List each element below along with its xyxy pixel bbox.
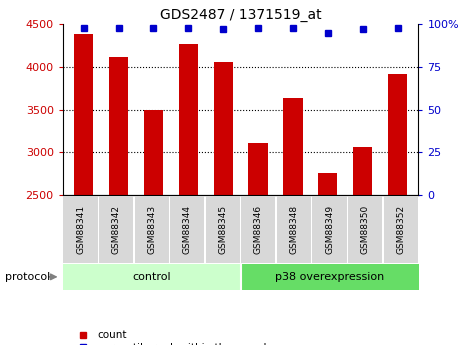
Text: GSM88346: GSM88346 bbox=[254, 205, 263, 254]
Bar bbox=[135, 196, 169, 263]
Bar bbox=[241, 264, 418, 290]
Text: GSM88343: GSM88343 bbox=[147, 205, 156, 254]
Bar bbox=[312, 196, 346, 263]
Bar bbox=[74, 34, 93, 195]
Bar bbox=[283, 98, 303, 195]
Text: GSM88344: GSM88344 bbox=[183, 205, 192, 254]
Bar bbox=[348, 196, 382, 263]
Bar bbox=[63, 264, 241, 290]
Bar bbox=[144, 110, 163, 195]
Bar bbox=[213, 62, 233, 195]
Bar bbox=[388, 74, 407, 195]
Text: protocol: protocol bbox=[5, 272, 50, 282]
Bar bbox=[64, 196, 98, 263]
Bar bbox=[99, 196, 133, 263]
Text: GSM88350: GSM88350 bbox=[361, 205, 370, 254]
Bar bbox=[206, 196, 240, 263]
Text: GSM88352: GSM88352 bbox=[396, 205, 405, 254]
Text: GSM88348: GSM88348 bbox=[290, 205, 299, 254]
Bar bbox=[318, 173, 338, 195]
Text: GSM88349: GSM88349 bbox=[325, 205, 334, 254]
Bar bbox=[248, 143, 268, 195]
Bar bbox=[109, 57, 128, 195]
Bar bbox=[179, 44, 198, 195]
Bar bbox=[277, 196, 311, 263]
Legend: count, percentile rank within the sample: count, percentile rank within the sample bbox=[68, 326, 277, 345]
Bar bbox=[384, 196, 418, 263]
Text: GSM88342: GSM88342 bbox=[112, 205, 120, 254]
Bar bbox=[170, 196, 204, 263]
Title: GDS2487 / 1371519_at: GDS2487 / 1371519_at bbox=[160, 8, 321, 22]
Bar bbox=[241, 196, 275, 263]
Text: p38 overexpression: p38 overexpression bbox=[275, 272, 384, 282]
Text: GSM88341: GSM88341 bbox=[76, 205, 85, 254]
Text: control: control bbox=[133, 272, 171, 282]
Bar bbox=[353, 147, 372, 195]
Text: GSM88345: GSM88345 bbox=[219, 205, 227, 254]
